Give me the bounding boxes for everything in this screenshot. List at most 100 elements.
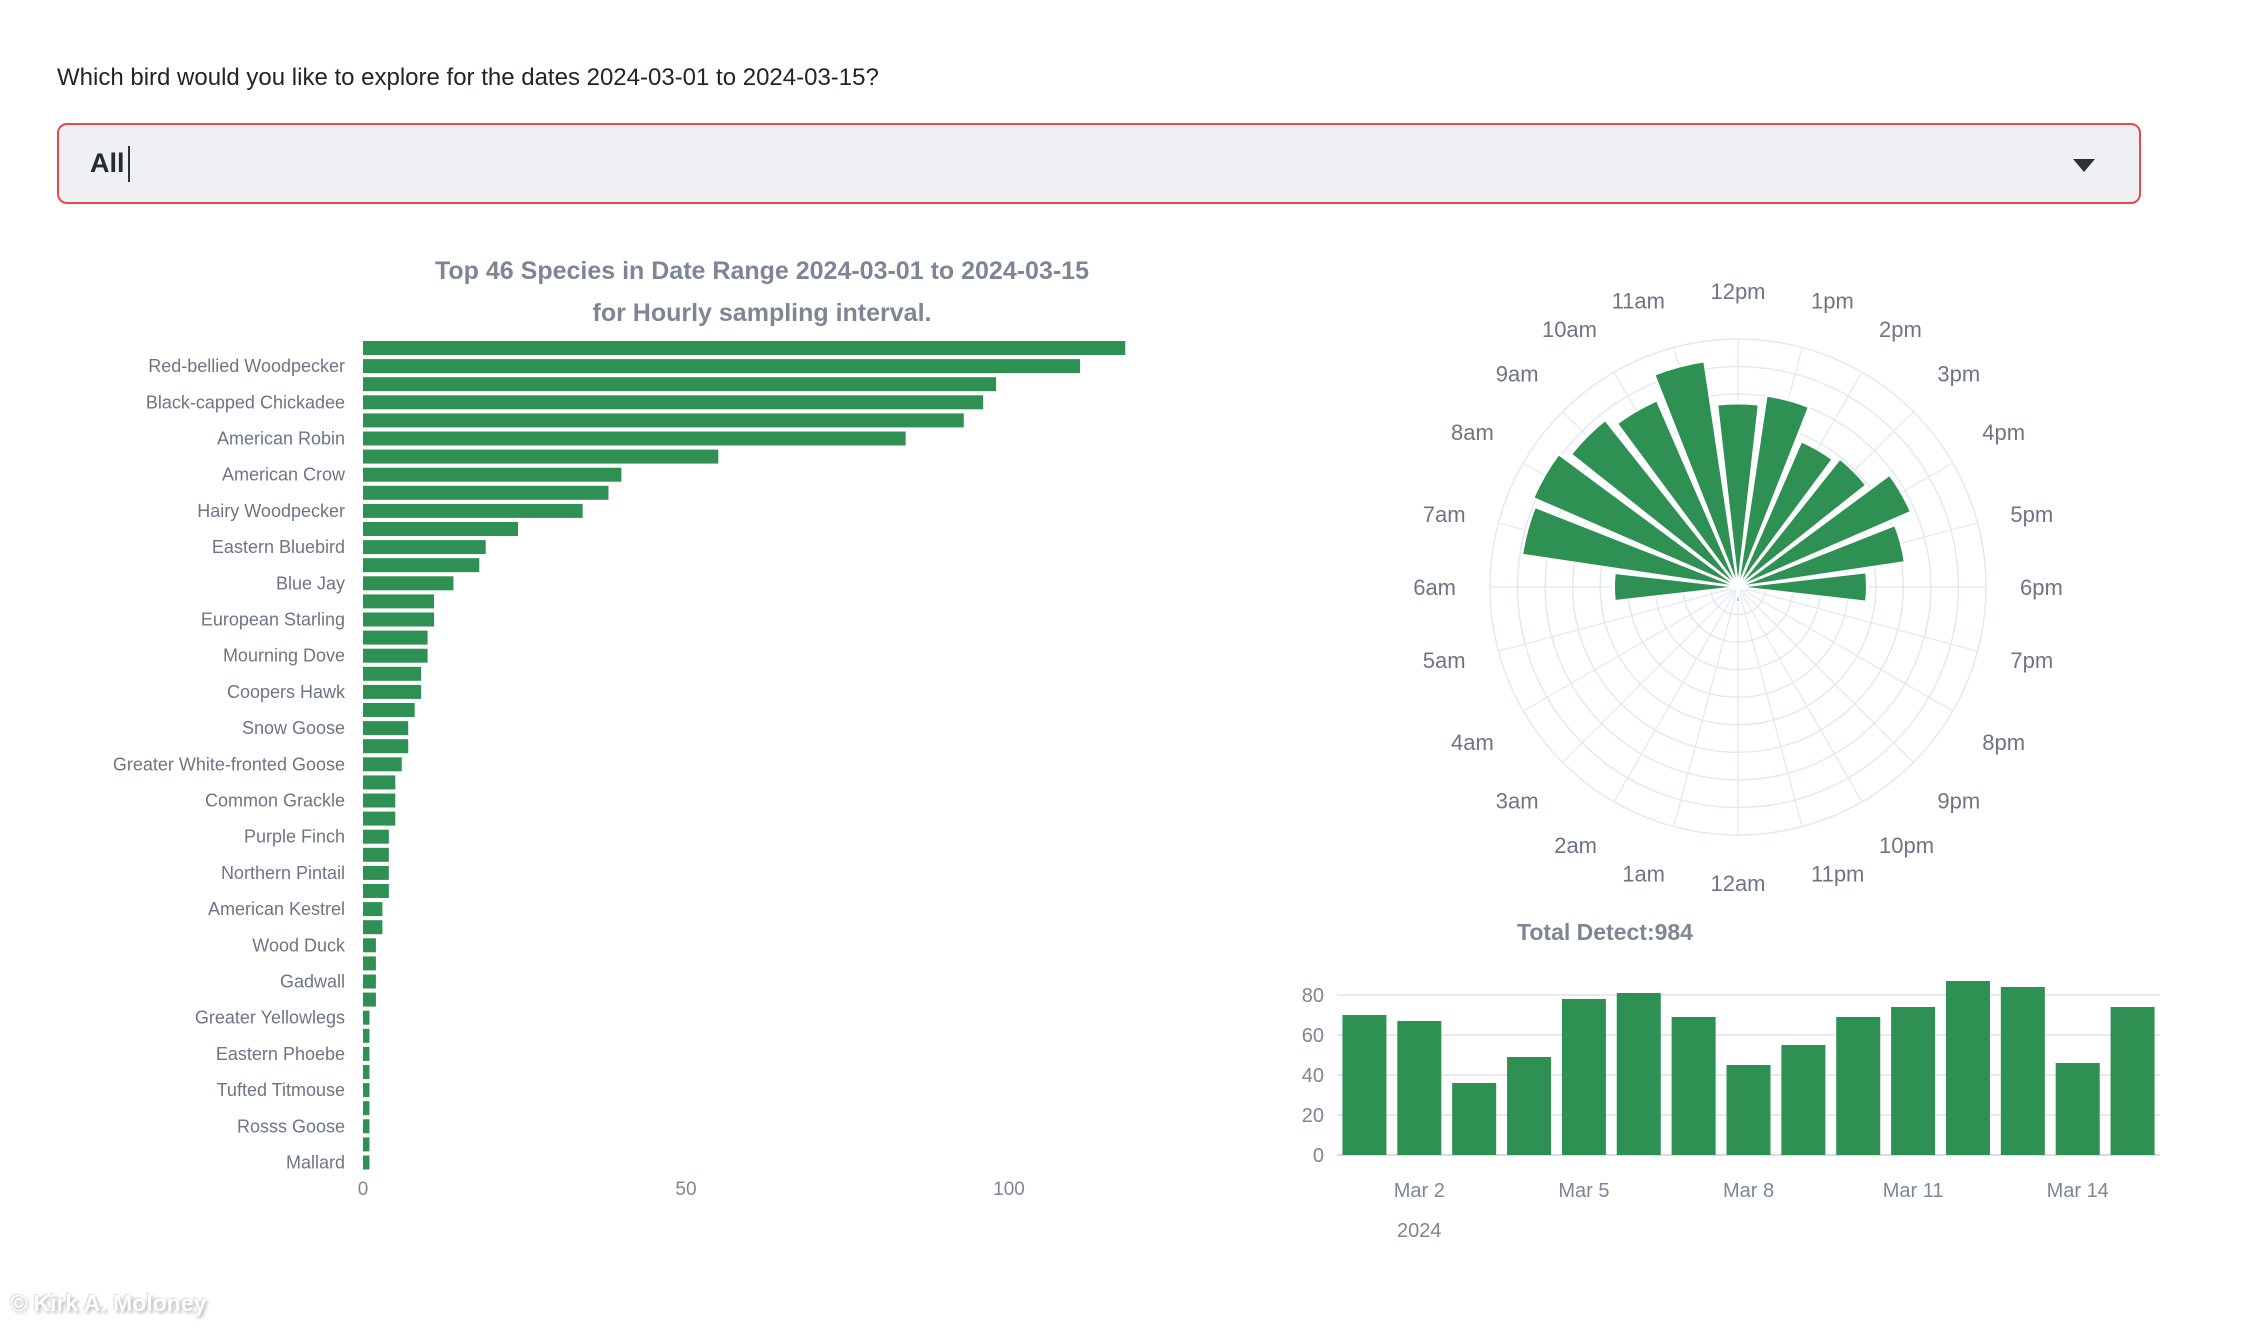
daily-bar — [1891, 1007, 1936, 1155]
species-bar — [363, 974, 376, 989]
rose-wedge-12pm — [1716, 402, 1760, 588]
daily-bar — [2110, 1007, 2155, 1155]
question-label: Which bird would you like to explore for… — [57, 64, 879, 91]
species-bar — [363, 684, 422, 699]
species-ylabel: Common Grackle — [205, 791, 345, 811]
species-bar — [363, 884, 389, 898]
rose-hour-label: 9pm — [1937, 788, 1980, 813]
species-bar — [363, 648, 428, 663]
rose-grid-spoke — [1522, 586, 1739, 712]
daily-bar — [2055, 1063, 2100, 1155]
species-bar — [363, 811, 396, 826]
species-bar — [363, 395, 984, 410]
species-bar — [363, 956, 376, 971]
daily-bar — [1397, 1021, 1442, 1155]
daily-xtick: Mar 5 — [1558, 1180, 1609, 1202]
species-ylabel: Mallard — [286, 1153, 345, 1173]
daily-chart-title: Total Detect:984 — [1517, 919, 1693, 945]
species-ylabel: Wood Duck — [252, 935, 346, 955]
daily-bar — [1452, 1083, 1497, 1155]
rose-hour-label: 12am — [1710, 871, 1765, 896]
species-bar — [363, 829, 389, 844]
daily-bar — [1507, 1057, 1552, 1155]
species-bar — [363, 540, 486, 555]
species-chart-title-line2: for Hourly sampling interval. — [593, 299, 932, 327]
rose-hour-label: 6pm — [2020, 575, 2063, 600]
species-bar — [363, 703, 415, 717]
species-ylabel: American Crow — [222, 465, 346, 485]
daily-bar — [1671, 1017, 1716, 1155]
rose-grid-spoke — [1613, 586, 1739, 803]
species-ylabel: American Robin — [217, 429, 345, 449]
species-ylabel: Tufted Titmouse — [217, 1080, 345, 1100]
daily-bar — [1616, 993, 1661, 1155]
rose-hour-label: 2am — [1554, 833, 1597, 858]
species-bar — [363, 902, 383, 917]
daily-bar — [1836, 1017, 1881, 1155]
rose-wedge-5pm — [1737, 523, 1906, 588]
rose-hour-label: 11am — [1612, 289, 1665, 314]
species-bar — [363, 503, 583, 518]
daily-ytick: 0 — [1313, 1145, 1324, 1167]
rose-hour-label: 1pm — [1811, 289, 1854, 314]
species-bar — [363, 793, 396, 808]
species-bar — [363, 739, 409, 754]
species-ylabel: Eastern Bluebird — [212, 537, 345, 557]
species-bar — [363, 1155, 370, 1170]
rose-grid-spoke — [1737, 586, 1803, 827]
rose-hour-label: 6am — [1413, 575, 1456, 600]
rose-hour-label: 5pm — [2010, 502, 2053, 527]
species-ylabel: Snow Goose — [242, 718, 345, 738]
rose-hour-label: 10pm — [1879, 833, 1934, 858]
rose-hour-label: 2pm — [1879, 317, 1922, 342]
rose-grid-spoke — [1498, 586, 1739, 652]
species-bar — [363, 1083, 370, 1098]
species-xtick: 100 — [993, 1179, 1025, 1200]
rose-grid-spoke — [1737, 586, 1863, 803]
species-bar — [363, 359, 1081, 374]
species-bar — [363, 630, 428, 645]
species-xtick: 50 — [675, 1179, 696, 1200]
bird-select-dropdown[interactable]: All — [57, 123, 2141, 204]
daily-bar — [1561, 999, 1606, 1155]
rose-wedge-3pm — [1737, 457, 1868, 588]
species-ylabel: American Kestrel — [208, 899, 345, 919]
species-bar — [363, 938, 376, 953]
daily-bar-chart: Total Detect:984 0 20 40 60 80 Mar 2 2024 Mar 5 M… — [1302, 919, 2160, 1242]
species-xtick: 0 — [358, 1179, 369, 1200]
species-ylabel: Eastern Phoebe — [216, 1044, 345, 1064]
daily-ytick: 60 — [1302, 1025, 1324, 1047]
rose-hour-label: 5am — [1423, 648, 1466, 673]
rose-wedge-4pm — [1737, 473, 1913, 588]
rose-wedge-11am — [1653, 360, 1739, 588]
species-ylabel: Hairy Woodpecker — [197, 501, 345, 521]
species-bar — [363, 1028, 370, 1043]
species-ylabel: Black-capped Chickadee — [146, 392, 345, 412]
daily-bar — [1945, 981, 1990, 1155]
species-bar — [363, 992, 376, 1007]
rose-wedge-12am — [1735, 586, 1741, 603]
species-bar — [363, 1046, 370, 1061]
species-bar — [363, 576, 454, 591]
species-bar — [363, 666, 422, 681]
species-ylabel: Coopers Hawk — [227, 682, 346, 702]
rose-wedge-1pm — [1737, 394, 1811, 588]
species-ylabel: Gadwall — [280, 972, 345, 992]
rose-hour-label: 3am — [1496, 788, 1539, 813]
species-bar — [363, 847, 389, 862]
species-bar — [363, 413, 964, 428]
chevron-down-icon[interactable] — [2073, 159, 2095, 172]
rose-grid-spoke — [1673, 586, 1739, 827]
bird-select-value: All — [90, 148, 125, 178]
species-chart-title-line1: Top 46 Species in Date Range 2024-03-01 … — [435, 257, 1089, 285]
daily-xtick: Mar 14 — [2047, 1180, 2109, 1202]
rose-wedge-11pm — [1737, 586, 1741, 591]
species-bar — [363, 594, 435, 609]
daily-ytick: 20 — [1302, 1105, 1324, 1127]
species-bar — [363, 467, 622, 482]
daily-bar — [2000, 987, 2045, 1155]
rose-hour-label: 4pm — [1982, 420, 2025, 445]
watermark: © Kirk A. Moloney — [10, 1290, 207, 1316]
rose-grid-spoke — [1562, 586, 1739, 763]
